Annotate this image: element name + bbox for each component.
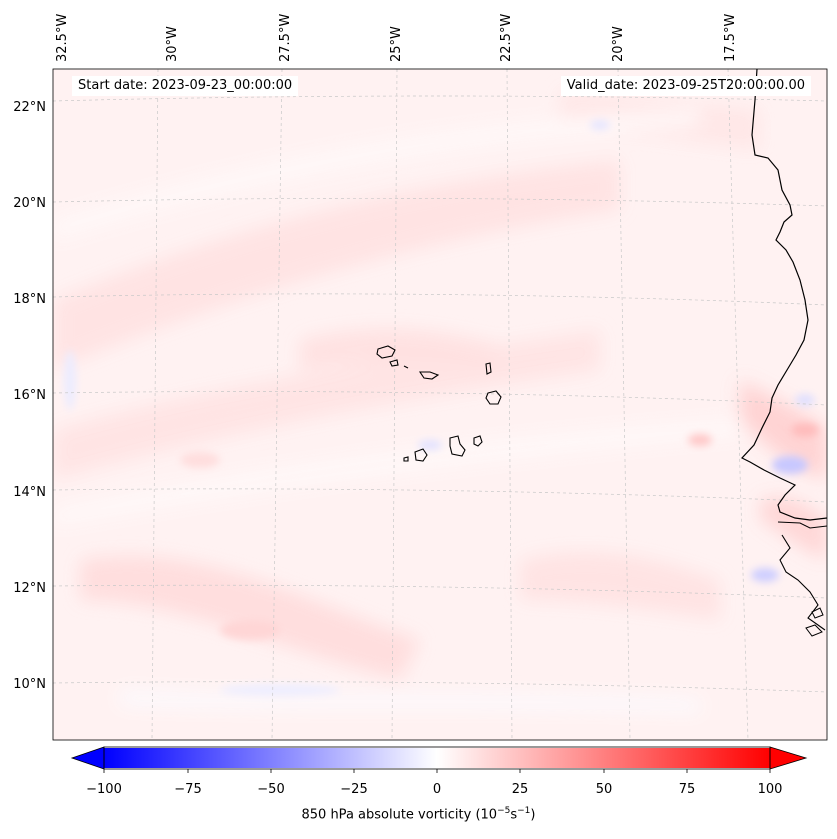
vorticity-field xyxy=(53,69,827,740)
africa-coastline xyxy=(741,69,827,521)
lat-label: 22°N xyxy=(13,100,46,115)
graticule xyxy=(53,69,827,740)
lat-label: 18°N xyxy=(13,292,46,307)
lon-label: 32.5°W xyxy=(55,14,70,62)
colorbar-tick: 50 xyxy=(596,782,613,797)
lat-label: 10°N xyxy=(13,677,46,692)
colorbar-label: 850 hPa absolute vorticity (10−5s−1) xyxy=(301,806,536,823)
colorbar: −100 −75 −50 −25 0 25 50 75 100 xyxy=(70,746,808,797)
lat-label: 20°N xyxy=(13,196,46,211)
lon-label: 17.5°W xyxy=(723,14,738,62)
colorbar-tick: 25 xyxy=(512,782,529,797)
cape-verde-islands xyxy=(376,345,502,462)
lon-label: 30°W xyxy=(165,26,180,62)
lon-label: 22.5°W xyxy=(499,14,514,62)
lon-label: 27.5°W xyxy=(278,14,293,62)
lat-label: 14°N xyxy=(13,485,46,500)
start-date-label: Start date: 2023-09-23_00:00:00 xyxy=(72,76,299,96)
colorbar-tick: 0 xyxy=(433,782,441,797)
colorbar-tick: −25 xyxy=(340,782,367,797)
longitude-labels: 32.5°W 30°W 27.5°W 25°W 22.5°W 20°W 17.5… xyxy=(55,14,738,62)
latitude-labels: 22°N 20°N 18°N 16°N 14°N 12°N 10°N xyxy=(13,100,46,692)
colorbar-tick: 75 xyxy=(679,782,696,797)
lat-label: 12°N xyxy=(13,581,46,596)
colorbar-tick: −100 xyxy=(86,782,122,797)
valid-date-label: Valid_date: 2023-09-25T20:00:00.00 xyxy=(560,76,811,96)
lat-label: 16°N xyxy=(13,388,46,403)
colorbar-tick: 100 xyxy=(758,782,783,797)
colorbar-tick: −50 xyxy=(257,782,284,797)
colorbar-tick: −75 xyxy=(174,782,201,797)
lon-label: 20°W xyxy=(611,26,626,62)
lon-label: 25°W xyxy=(389,26,404,62)
